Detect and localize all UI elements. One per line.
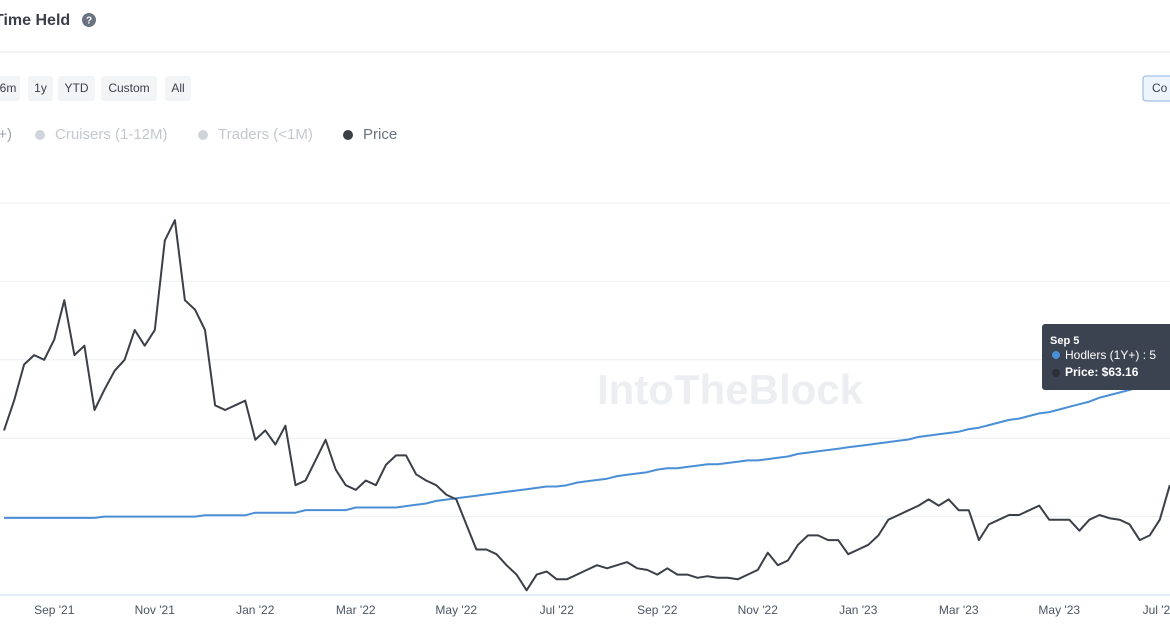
range-label: Custom — [108, 81, 149, 95]
x-tick-label: Mar '23 — [939, 603, 979, 617]
range-label: 1y — [34, 81, 47, 95]
range-button[interactable] — [58, 76, 95, 101]
tooltip — [1042, 324, 1170, 390]
legend-label: Traders (<1M) — [218, 126, 313, 143]
x-tick-label: Jul '22 — [540, 603, 575, 617]
legend-label: Hodlers (1Y+) — [0, 126, 12, 143]
tooltip-dot — [1052, 369, 1060, 377]
range-button[interactable] — [28, 76, 53, 101]
x-tick-label: Nov '22 — [738, 603, 779, 617]
legend-label: Price — [363, 126, 397, 143]
x-tick-label: Nov '21 — [135, 603, 176, 617]
x-tick-label: Sep '22 — [637, 603, 678, 617]
x-tick-label: Jul '23 — [1143, 603, 1170, 617]
help-mark: ? — [86, 16, 92, 27]
help-icon[interactable] — [82, 13, 96, 27]
series-line — [4, 378, 1170, 519]
range-button[interactable] — [165, 76, 191, 101]
x-tick-label: May '22 — [435, 603, 477, 617]
x-tick-label: Jan '23 — [839, 603, 878, 617]
range-button[interactable] — [0, 76, 20, 101]
title: Time Held — [0, 12, 70, 29]
range-button[interactable] — [101, 76, 157, 101]
x-tick-label: May '23 — [1038, 603, 1080, 617]
tooltip-line: Hodlers (1Y+) : 5 — [1065, 348, 1156, 362]
watermark: IntoTheBlock — [597, 366, 864, 413]
legend-dot — [198, 130, 208, 140]
tooltip-dot — [1052, 351, 1060, 359]
x-tick-label: Jan '22 — [236, 603, 275, 617]
legend-dot — [35, 130, 45, 140]
plot-lines — [3, 219, 1170, 592]
range-label: YTD — [65, 81, 89, 95]
x-tick-label: Mar '22 — [336, 603, 376, 617]
x-tick-label: Sep '21 — [34, 603, 75, 617]
series-line — [3, 219, 1170, 592]
range-label: All — [171, 81, 184, 95]
tooltip-date: Sep 5 — [1050, 335, 1079, 347]
legend-dot — [343, 130, 353, 140]
compare-button[interactable] — [1142, 75, 1170, 102]
range-label: 6m — [0, 81, 16, 95]
legend-label: Cruisers (1-12M) — [55, 126, 168, 143]
compare-label: Co — [1152, 81, 1168, 95]
tooltip-line: Price: $63.16 — [1065, 365, 1139, 379]
